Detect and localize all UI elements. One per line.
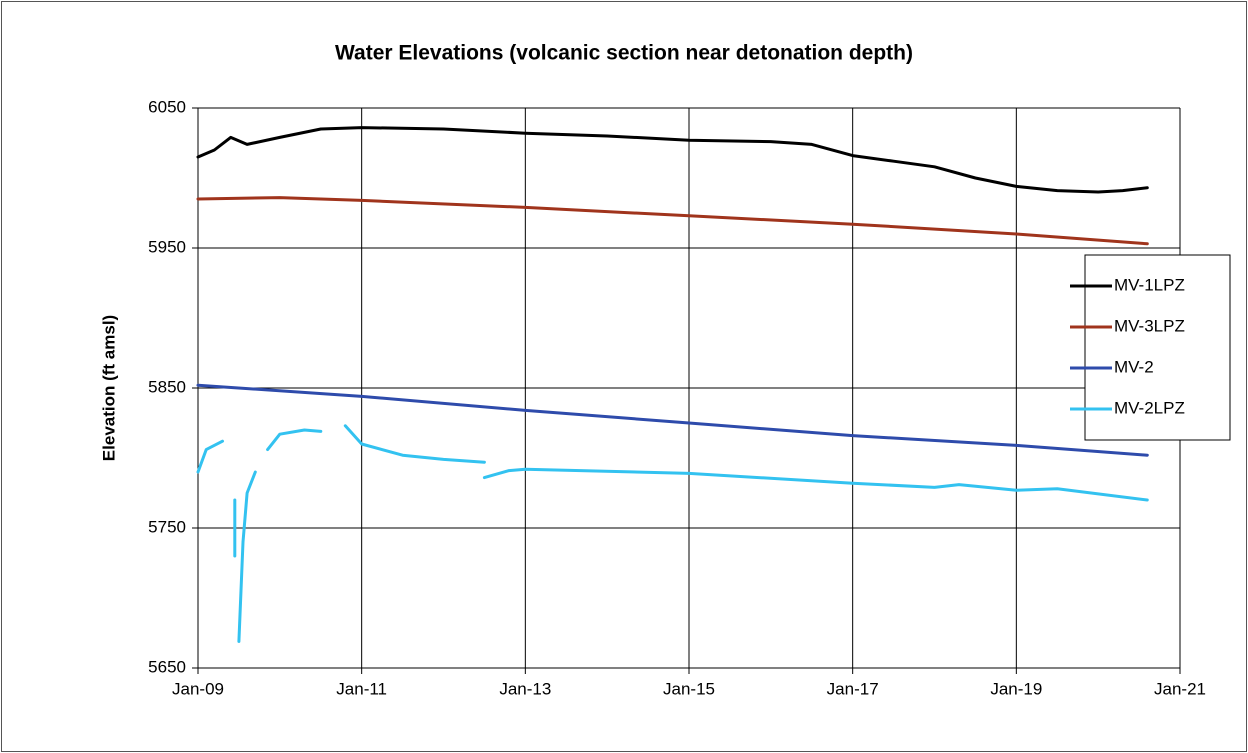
- x-tick-label: Jan-21: [1154, 679, 1206, 698]
- y-tick-label: 6050: [148, 97, 186, 116]
- legend: MV-1LPZ MV-3LPZ MV-2 MV-2LPZ: [1070, 254, 1231, 441]
- y-tick-label: 5950: [148, 237, 186, 256]
- x-tick-label: Jan-19: [990, 679, 1042, 698]
- x-tick-label: Jan-17: [827, 679, 879, 698]
- x-tick-label: Jan-15: [663, 679, 715, 698]
- chart-title: Water Elevations (volcanic section near …: [335, 42, 913, 65]
- x-tick-label: Jan-09: [172, 679, 224, 698]
- y-tick-label: 5650: [148, 657, 186, 676]
- x-tick-label: Jan-11: [336, 679, 387, 698]
- series-line: [196, 196, 1149, 246]
- y-axis-label: Elevation (ft amsl): [99, 315, 118, 461]
- y-tick-label: 5750: [148, 517, 186, 536]
- series-line: [196, 126, 1149, 194]
- series-line: [196, 424, 1149, 643]
- legend-label: MV-2LPZ: [1114, 398, 1185, 417]
- x-tick-label: Jan-13: [499, 679, 551, 698]
- legend-label: MV-2: [1114, 357, 1154, 376]
- legend-label: MV-3LPZ: [1114, 316, 1185, 335]
- y-tick-label: 5850: [148, 377, 186, 396]
- series-line: [196, 383, 1149, 457]
- legend-label: MV-1LPZ: [1114, 275, 1185, 294]
